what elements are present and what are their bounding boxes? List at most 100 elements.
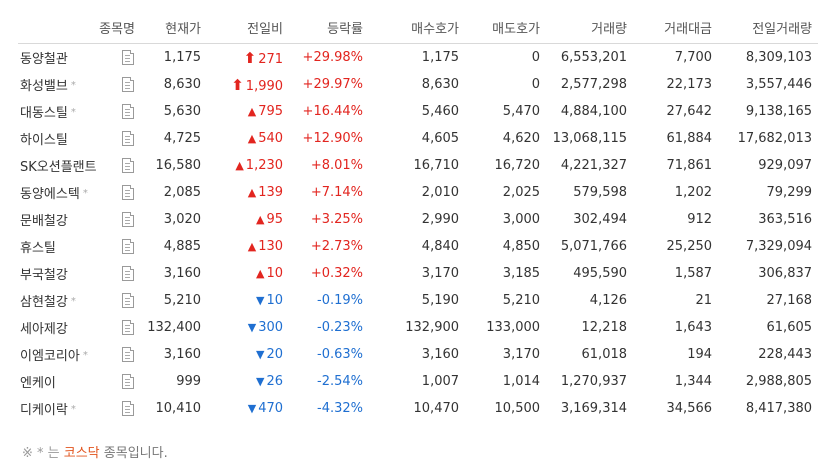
footnote-kosdaq-link[interactable]: 코스닥	[63, 446, 100, 461]
ask-cell: 4,620	[502, 131, 541, 146]
stock-name-link[interactable]: 이엠코리아	[20, 349, 80, 364]
kosdaq-asterisk-icon: *	[70, 107, 76, 118]
stock-name-link[interactable]: 하이스틸	[20, 133, 68, 148]
up-triangle-icon: ▲	[256, 213, 265, 226]
amount-cell: 25,250	[666, 239, 713, 254]
change-cell: ▲ 1,230	[207, 152, 289, 179]
stock-name-link[interactable]: 부국철강	[20, 268, 68, 283]
change-cell: ▼ 26	[207, 368, 289, 395]
document-icon[interactable]	[122, 104, 134, 119]
stock-name-cell: 세아제강	[18, 314, 115, 341]
col-header-rate[interactable]: 등락률	[289, 12, 370, 44]
rate-cell: +2.73%	[310, 239, 364, 254]
footnote-prefix: ※ * 는	[22, 446, 60, 461]
stock-name-link[interactable]: 휴스틸	[20, 241, 56, 256]
document-icon[interactable]	[122, 239, 134, 254]
price-cell: 5,210	[163, 293, 202, 308]
col-header-price[interactable]: 현재가	[141, 12, 208, 44]
price-cell: 4,885	[163, 239, 202, 254]
stock-name-link[interactable]: 동양에스텍	[20, 187, 80, 202]
price-cell: 3,160	[163, 266, 202, 281]
document-icon[interactable]	[122, 131, 134, 146]
amount-cell: 1,587	[674, 266, 713, 281]
upper-limit-arrow-icon: ⬆	[243, 48, 257, 67]
volume-cell: 3,169,314	[560, 401, 628, 416]
rate-cell: -0.19%	[317, 293, 364, 308]
document-icon[interactable]	[122, 347, 134, 362]
ask-cell: 3,185	[502, 266, 541, 281]
volume-cell: 2,577,298	[560, 77, 628, 92]
down-triangle-icon: ▼	[256, 294, 265, 307]
document-icon[interactable]	[122, 77, 134, 92]
footnote-suffix: 종목입니다.	[103, 446, 168, 461]
prev-volume-cell: 363,516	[758, 212, 813, 227]
table-row[interactable]: 동양철관 1,175 ⬆ 271 +29.98% 1,175 0 6,553,201 7,700…	[18, 44, 818, 72]
prev-volume-cell: 306,837	[758, 266, 813, 281]
table-row[interactable]: SK오션플랜트 16,580 ▲ 1,230 +8.01% 16,710 16,720 4,2…	[18, 152, 818, 179]
prev-volume-cell: 2,988,805	[745, 374, 813, 389]
document-icon[interactable]	[122, 374, 134, 389]
document-icon[interactable]	[122, 212, 134, 227]
up-triangle-icon: ▲	[247, 132, 257, 145]
volume-cell: 4,126	[589, 293, 628, 308]
prev-volume-cell: 3,557,446	[745, 77, 813, 92]
change-value: 26	[266, 374, 284, 389]
col-header-ask[interactable]: 매도호가	[465, 12, 547, 44]
stock-name-link[interactable]: 동양철관	[20, 52, 68, 67]
document-icon[interactable]	[122, 266, 134, 281]
stock-name-cell: SK오션플랜트	[18, 152, 115, 179]
table-row[interactable]: 삼현철강 * 5,210 ▼ 10 -0.19% 5,190 5,210 4,126 21 27,1…	[18, 287, 818, 314]
stock-name-link[interactable]: SK오션플랜트	[20, 160, 97, 175]
change-cell: ⬆ 1,990	[207, 71, 289, 98]
col-header-volume[interactable]: 거래량	[546, 12, 634, 44]
stock-name-link[interactable]: 삼현철강	[20, 295, 68, 310]
doc-cell	[115, 44, 141, 72]
table-row[interactable]: 이엠코리아 * 3,160 ▼ 20 -0.63% 3,160 3,170 61,018 194 2…	[18, 341, 818, 368]
stock-name-link[interactable]: 대동스틸	[20, 106, 68, 121]
amount-cell: 34,566	[666, 401, 713, 416]
col-header-prev-volume[interactable]: 전일거래량	[718, 12, 819, 44]
price-cell: 10,410	[155, 401, 202, 416]
change-cell: ▲ 130	[207, 233, 289, 260]
stock-name-link[interactable]: 화성밸브	[20, 79, 68, 94]
rate-cell: -0.63%	[317, 347, 364, 362]
document-icon[interactable]	[122, 320, 134, 335]
col-header-change[interactable]: 전일비	[207, 12, 290, 44]
stock-name-cell: 이엠코리아 *	[18, 341, 115, 368]
document-icon[interactable]	[122, 158, 134, 173]
rate-cell: -2.54%	[317, 374, 364, 389]
stock-name-link[interactable]: 엔케이	[20, 376, 56, 391]
volume-cell: 302,494	[573, 212, 628, 227]
document-icon[interactable]	[122, 401, 134, 416]
table-row[interactable]: 문배철강 3,020 ▲ 95 +3.25% 2,990 3,000 302,494 912 36…	[18, 206, 818, 233]
rate-cell: +29.97%	[302, 77, 364, 92]
table-row[interactable]: 화성밸브 * 8,630 ⬆ 1,990 +29.97% 8,630 0 2,577,298 22…	[18, 71, 818, 98]
rate-cell: +7.14%	[310, 185, 364, 200]
document-icon[interactable]	[122, 50, 134, 65]
stock-name-link[interactable]: 세아제강	[20, 322, 68, 337]
table-row[interactable]: 엔케이 999 ▼ 26 -2.54% 1,007 1,014 1,270,937 1,344 2…	[18, 368, 818, 395]
table-row[interactable]: 대동스틸 * 5,630 ▲ 795 +16.44% 5,460 5,470 4,884,100…	[18, 98, 818, 125]
table-row[interactable]: 하이스틸 4,725 ▲ 540 +12.90% 4,605 4,620 13,068,115…	[18, 125, 818, 152]
stock-name-link[interactable]: 문배철강	[20, 214, 68, 229]
table-row[interactable]: 세아제강 132,400 ▼ 300 -0.23% 132,900 133,000 12,21…	[18, 314, 818, 341]
bid-cell: 5,460	[421, 104, 460, 119]
bid-cell: 1,007	[421, 374, 460, 389]
document-icon[interactable]	[122, 185, 134, 200]
table-row[interactable]: 부국철강 3,160 ▲ 10 +0.32% 3,170 3,185 495,590 1,587…	[18, 260, 818, 287]
table-row[interactable]: 동양에스텍 * 2,085 ▲ 139 +7.14% 2,010 2,025 579,598 1,…	[18, 179, 818, 206]
col-header-bid[interactable]: 매수호가	[369, 12, 466, 44]
ask-cell: 4,850	[502, 239, 541, 254]
rate-cell: +8.01%	[310, 158, 364, 173]
col-header-amount[interactable]: 거래대금	[633, 12, 719, 44]
document-icon[interactable]	[122, 293, 134, 308]
table-row[interactable]: 디케이락 * 10,410 ▼ 470 -4.32% 10,470 10,500 3,169,3…	[18, 395, 818, 422]
amount-cell: 21	[695, 293, 713, 308]
col-header-name[interactable]: 종목명	[18, 12, 142, 44]
table-row[interactable]: 휴스틸 4,885 ▲ 130 +2.73% 4,840 4,850 5,071,766 25,…	[18, 233, 818, 260]
stock-name-link[interactable]: 디케이락	[20, 403, 68, 418]
price-cell: 3,020	[163, 212, 202, 227]
volume-cell: 61,018	[581, 347, 628, 362]
change-cell: ▲ 139	[207, 179, 289, 206]
upper-limit-arrow-icon: ⬆	[231, 75, 244, 94]
